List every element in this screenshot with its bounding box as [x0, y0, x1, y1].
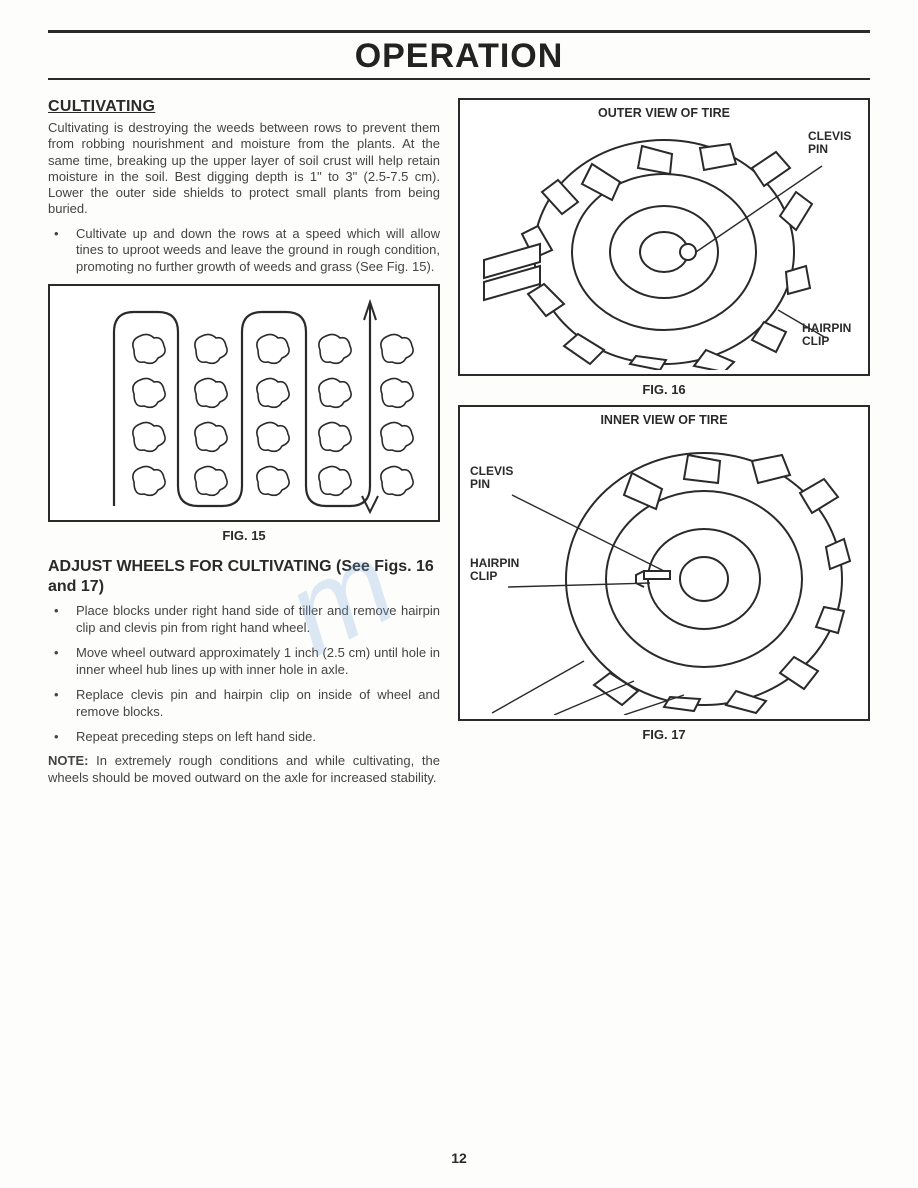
label-clevis-pin: CLEVIS PIN [808, 130, 862, 156]
figure-15-caption: FIG. 15 [48, 528, 440, 543]
bullet-item: Repeat preceding steps on left hand side… [48, 729, 440, 746]
bullet-item: Cultivate up and down the rows at a spee… [48, 226, 440, 277]
note-label: NOTE: [48, 753, 88, 768]
bullets-cultivating: Cultivate up and down the rows at a spee… [48, 226, 440, 277]
figure-17-caption: FIG. 17 [458, 727, 870, 742]
rule-top-thick [48, 30, 870, 33]
note-adjust: NOTE: In extremely rough conditions and … [48, 753, 440, 786]
bullet-item: Place blocks under right hand side of ti… [48, 603, 440, 637]
content-columns: CULTIVATING Cultivating is destroying th… [48, 98, 870, 794]
label-hairpin-clip: HAIRPIN CLIP [470, 557, 528, 583]
para-cultivating: Cultivating is destroying the weeds betw… [48, 120, 440, 218]
bullets-adjust: Place blocks under right hand side of ti… [48, 603, 440, 745]
bullet-item: Replace clevis pin and hairpin clip on i… [48, 687, 440, 721]
figure-16-title: OUTER VIEW OF TIRE [466, 106, 862, 120]
rule-top-thin [48, 78, 870, 80]
figure-15-diagram [64, 296, 424, 514]
note-text: In extremely rough conditions and while … [48, 753, 440, 784]
figure-16-box: OUTER VIEW OF TIRE [458, 98, 870, 376]
page-number: 12 [0, 1150, 918, 1166]
figure-16-caption: FIG. 16 [458, 382, 870, 397]
bullet-item: Move wheel outward approximately 1 inch … [48, 645, 440, 679]
left-column: CULTIVATING Cultivating is destroying th… [48, 98, 440, 794]
page-title: OPERATION [48, 37, 870, 76]
right-column: OUTER VIEW OF TIRE [458, 98, 870, 794]
label-clevis-pin: CLEVIS PIN [470, 465, 524, 491]
figure-15-box [48, 284, 440, 522]
label-hairpin-clip: HAIRPIN CLIP [802, 322, 862, 348]
heading-cultivating: CULTIVATING [48, 98, 440, 116]
figure-17-title: INNER VIEW OF TIRE [466, 413, 862, 427]
figure-17-box: INNER VIEW OF TIRE [458, 405, 870, 721]
heading-adjust: ADJUST WHEELS FOR CULTIVATING (See Figs.… [48, 557, 440, 597]
